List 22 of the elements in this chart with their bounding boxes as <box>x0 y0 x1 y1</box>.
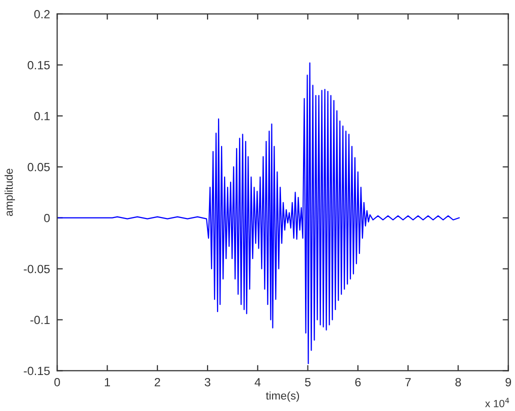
y-tick-label: 0.05 <box>28 162 50 172</box>
y-tick-label: -0.1 <box>30 316 50 324</box>
y-tick-label: 0.2 <box>34 10 50 18</box>
y-tick-label: 0.15 <box>28 60 50 70</box>
x-tick-label: 0 <box>54 378 60 386</box>
x-tick-label: 7 <box>405 378 411 386</box>
y-tick-label: 0.1 <box>34 112 50 120</box>
text: x 10$^{4}$ <box>485 398 510 408</box>
y-tick-label: -0.15 <box>24 366 50 376</box>
x-tick-label: 5 <box>304 378 311 386</box>
line-series <box>57 62 460 364</box>
x-tick-label: 4 <box>254 378 261 386</box>
x-tick-label: 1 <box>104 378 110 386</box>
x-tick-label: 2 <box>154 378 160 386</box>
x-tick-label: 9 <box>506 378 512 386</box>
x-axis-title: time(s) <box>266 391 300 402</box>
x-tick-label: 8 <box>455 378 461 386</box>
x-tick-label: 6 <box>355 378 361 386</box>
y-tick-label: -0.05 <box>24 264 50 274</box>
y-axis-title: amplitude <box>4 168 15 216</box>
y-tick-label: 0 <box>44 214 50 222</box>
x-tick-label: 3 <box>204 378 210 386</box>
